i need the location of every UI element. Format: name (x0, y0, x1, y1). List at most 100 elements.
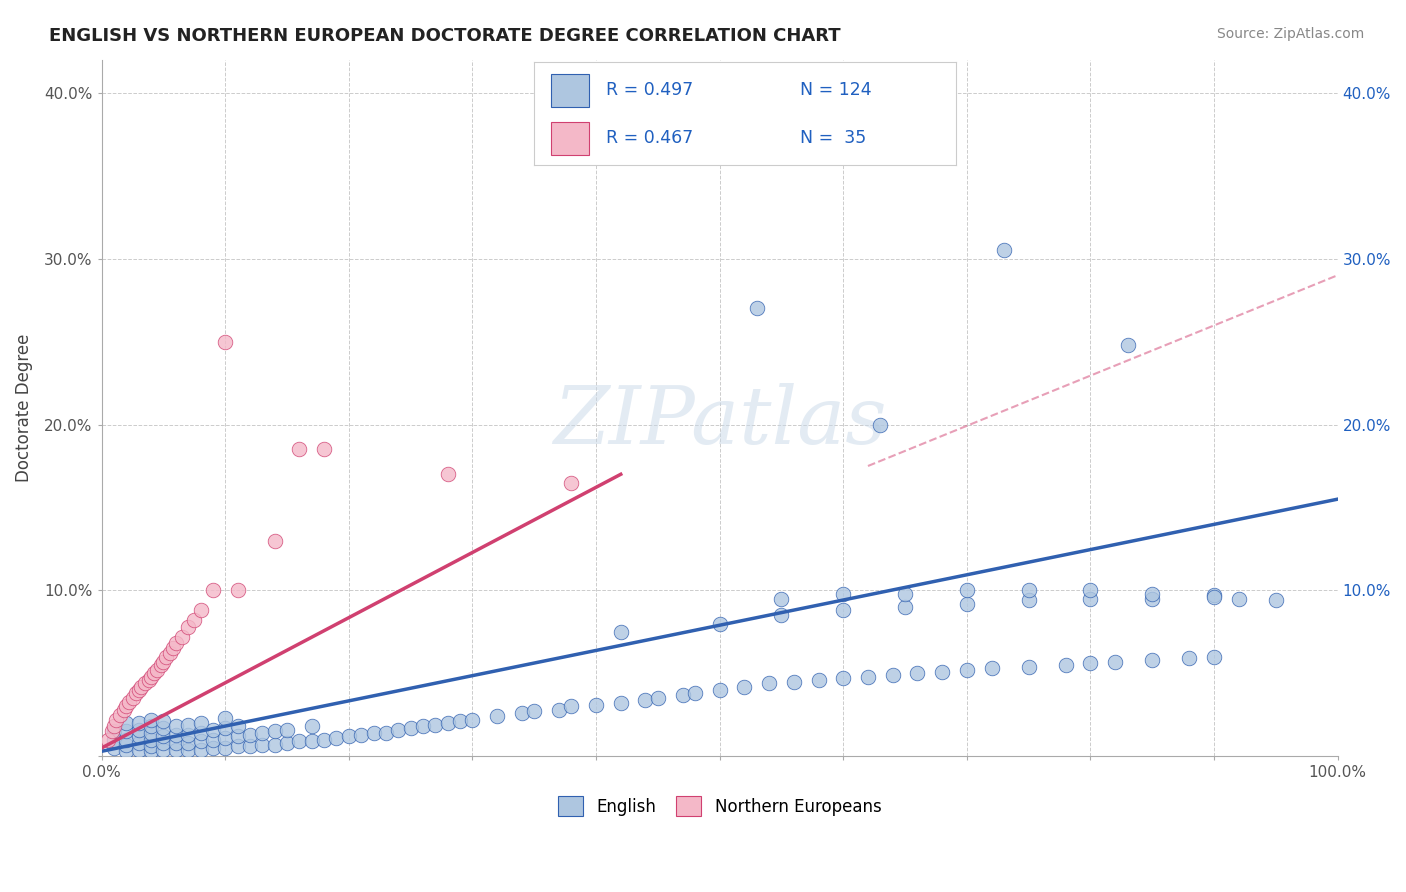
Point (190, 742, 212, 756)
Point (1080, 583, 1102, 598)
Point (128, 730, 150, 744)
Point (165, 736, 187, 750)
Point (115, 744, 138, 758)
Point (152, 655, 174, 669)
Point (276, 723, 298, 737)
Text: Source: ZipAtlas.com: Source: ZipAtlas.com (1216, 27, 1364, 41)
Point (115, 716, 138, 731)
Point (146, 663, 169, 677)
Point (461, 713, 484, 727)
Point (363, 726, 385, 740)
Point (103, 732, 125, 747)
Point (387, 723, 409, 737)
Point (263, 738, 285, 752)
Point (1264, 593, 1286, 607)
Point (214, 721, 236, 735)
Point (129, 680, 152, 694)
Point (1178, 651, 1201, 665)
Point (152, 736, 174, 750)
Point (214, 741, 236, 756)
Point (149, 658, 172, 673)
Point (709, 616, 731, 631)
Point (832, 603, 855, 617)
Point (436, 716, 458, 731)
Point (1018, 659, 1040, 673)
Point (139, 670, 162, 684)
Point (301, 734, 323, 748)
Point (486, 709, 509, 723)
Point (183, 613, 205, 627)
Point (226, 719, 249, 733)
Point (956, 583, 979, 598)
Point (610, 696, 633, 710)
Point (770, 608, 793, 623)
Point (100, 724, 122, 739)
Point (165, 728, 187, 742)
Point (177, 717, 200, 731)
Point (128, 716, 150, 731)
Point (214, 731, 236, 745)
Point (115, 732, 138, 747)
Point (276, 736, 298, 750)
Point (905, 666, 928, 681)
Point (239, 728, 262, 742)
Point (128, 682, 150, 697)
Point (201, 723, 224, 737)
Point (1080, 591, 1102, 606)
Point (325, 731, 347, 745)
Point (560, 475, 582, 490)
Point (138, 673, 160, 687)
Point (139, 713, 162, 727)
Point (610, 624, 633, 639)
Point (152, 721, 174, 735)
Text: N =  35: N = 35 (800, 129, 866, 147)
Point (1142, 653, 1164, 667)
Point (882, 668, 904, 682)
Point (170, 630, 193, 644)
Point (1018, 593, 1040, 607)
Point (585, 698, 607, 712)
Point (263, 533, 285, 548)
Point (159, 647, 181, 661)
Point (152, 730, 174, 744)
Point (214, 334, 236, 349)
Point (190, 716, 212, 731)
Point (105, 713, 128, 727)
Point (155, 649, 177, 664)
Point (560, 699, 582, 714)
Point (125, 686, 148, 700)
Point (103, 724, 125, 739)
Point (190, 734, 212, 748)
Point (374, 726, 396, 740)
Point (314, 732, 336, 747)
Point (201, 741, 224, 756)
Point (412, 719, 434, 733)
Point (931, 665, 953, 679)
Point (1054, 658, 1077, 673)
Point (856, 670, 879, 684)
Point (214, 711, 236, 725)
Point (118, 694, 141, 708)
Point (115, 738, 138, 752)
Point (288, 734, 311, 748)
Point (1116, 338, 1139, 352)
Point (425, 717, 447, 731)
Point (190, 726, 212, 740)
Point (301, 719, 323, 733)
Point (226, 739, 249, 754)
Point (745, 301, 768, 316)
Text: N = 124: N = 124 (800, 81, 872, 99)
Point (115, 724, 138, 739)
Point (1080, 657, 1102, 671)
Point (1142, 587, 1164, 601)
Legend: English, Northern Europeans: English, Northern Europeans (550, 788, 890, 824)
Point (671, 688, 693, 702)
Point (165, 742, 187, 756)
Point (139, 719, 162, 733)
Point (399, 721, 422, 735)
Point (103, 719, 125, 733)
Point (152, 714, 174, 729)
Point (1104, 655, 1126, 669)
Point (152, 742, 174, 756)
Point (239, 739, 262, 754)
